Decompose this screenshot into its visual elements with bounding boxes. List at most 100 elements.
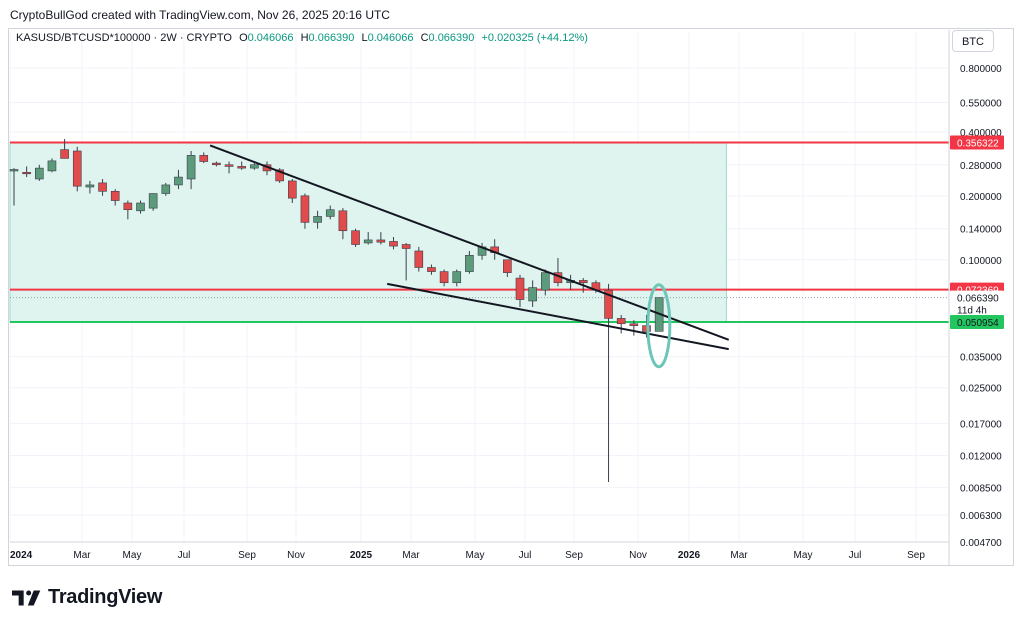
candle-body (287, 180, 297, 199)
candle-body (540, 272, 550, 291)
candle (540, 269, 550, 296)
candle (85, 180, 95, 194)
candle (414, 246, 424, 272)
candle-body (136, 202, 145, 212)
candle-body (503, 259, 512, 273)
low-value: 0.046066 (367, 32, 414, 44)
countdown-tag: 11d 4h (957, 306, 987, 317)
price-tick-label: 0.017000 (960, 419, 1002, 430)
candle-body (186, 155, 196, 180)
high-label: H (300, 32, 309, 44)
candle-body (325, 209, 335, 217)
candle-body (313, 216, 322, 223)
price-tick-label: 0.008500 (960, 483, 1002, 494)
candle-body (439, 271, 449, 284)
candle-body (376, 239, 386, 243)
candle (338, 208, 348, 240)
candle (148, 193, 158, 211)
candle (22, 166, 31, 178)
candles-layer (9, 139, 664, 483)
price-tick-label: 0.400000 (960, 128, 1002, 139)
candle-body (174, 176, 183, 186)
candle-body (338, 210, 348, 232)
candle-body (9, 169, 19, 172)
candle (199, 152, 209, 164)
tradingview-logo-icon (12, 590, 41, 605)
change-value: +0.020325 (+44.12%) (481, 32, 588, 44)
candle-body (98, 182, 107, 192)
candle (123, 200, 133, 220)
candle-body (351, 230, 360, 245)
currency-button[interactable]: BTC (952, 30, 994, 52)
candle (528, 280, 537, 307)
tradingview-wordmark: TradingView (48, 586, 163, 608)
candle-body (224, 164, 234, 167)
candle (389, 237, 398, 250)
candle-body (414, 250, 424, 268)
price-tick-label: 0.140000 (960, 225, 1002, 236)
candle-body (465, 254, 474, 272)
candle-body (22, 172, 31, 175)
time-tick-label: Nov (287, 550, 305, 561)
highlight-ellipse (646, 283, 672, 369)
candle-body (452, 271, 462, 284)
time-tick-label: 2026 (678, 550, 701, 561)
candle (47, 158, 57, 173)
time-tick-label: Jul (519, 550, 532, 561)
candle (363, 232, 373, 245)
candle-body (161, 184, 171, 194)
trendlines-layer (209, 144, 730, 369)
candle (110, 189, 120, 206)
candle-body (515, 277, 525, 300)
candle-body (85, 184, 95, 188)
time-tick-label: Nov (629, 550, 647, 561)
close-label: C (420, 32, 429, 44)
candle (212, 161, 221, 167)
time-axis: 2024 Mar May Jul Sep Nov 2025 Mar May Jul Sep Nov 20… (10, 541, 949, 561)
chart-attribution: CryptoBullGod created with TradingView.c… (10, 8, 390, 22)
candle-body (616, 318, 626, 325)
open-label: O (239, 32, 248, 44)
chart-frame (8, 28, 1014, 566)
candle (60, 139, 69, 159)
candle (325, 205, 335, 220)
candle (224, 161, 234, 174)
time-tick-label: May (794, 550, 813, 561)
price-axis: 0.800000 0.550000 0.400000 0.280000 0.200000… (948, 30, 1002, 566)
open-value: 0.046066 (247, 32, 294, 44)
candle-body (148, 193, 158, 209)
candle-body (72, 150, 82, 187)
candle-body (123, 202, 133, 211)
candle-body (604, 289, 613, 319)
candle-body (389, 241, 398, 247)
time-tick-label: Mar (73, 550, 91, 561)
candle (34, 164, 44, 181)
high-value: 0.066390 (308, 32, 355, 44)
candle (161, 182, 171, 196)
price-tick-label: 0.035000 (960, 353, 1002, 364)
ohlc-legend: KASUSD/BTCUSD*100000 · 2W · CRYPTO O0.04… (16, 32, 588, 44)
time-tick-label: Jul (178, 550, 191, 561)
candle-body (34, 167, 44, 180)
candle-body (237, 166, 246, 169)
price-tick-label: 0.200000 (960, 192, 1002, 203)
candle (465, 250, 474, 274)
current-price-tag-bg (950, 290, 1004, 305)
candle (351, 228, 360, 247)
candle-body (401, 244, 411, 249)
candle-body (528, 287, 537, 302)
upper-trendline (209, 144, 730, 341)
candle (98, 178, 107, 196)
resistance-price-tag: 0.356322 (957, 139, 999, 150)
candle-body (110, 191, 120, 201)
tradingview-logo[interactable]: TradingView (12, 586, 162, 609)
horizontal-levels (10, 141, 949, 324)
candle (376, 232, 386, 245)
candle (287, 178, 297, 204)
price-tick-label: 0.012000 (960, 451, 1002, 462)
resistance-price-tag-bg (950, 135, 1004, 150)
time-tick-label: Mar (402, 550, 420, 561)
candle (72, 146, 82, 192)
